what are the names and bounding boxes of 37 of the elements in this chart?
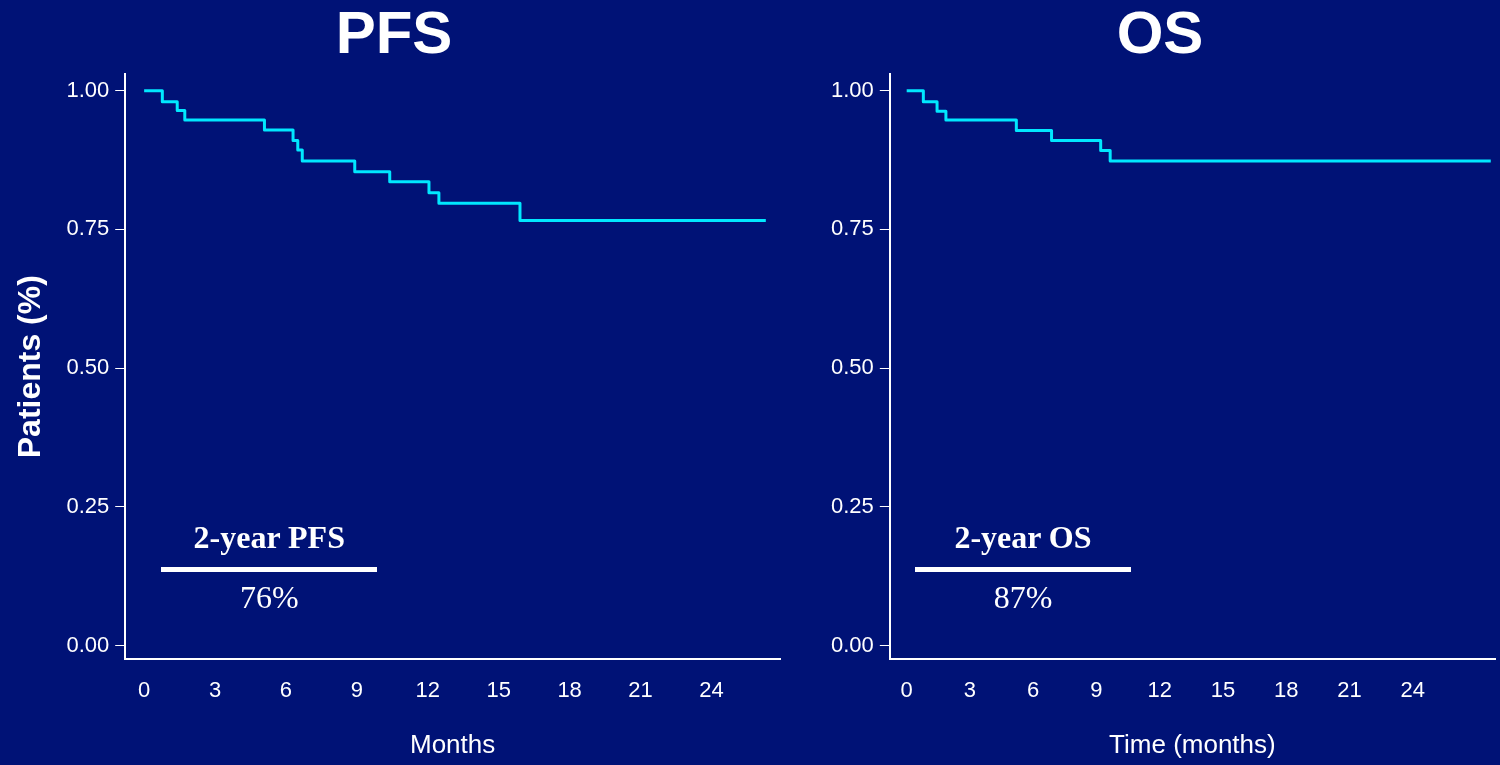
- y-axis-title: Patients (%): [11, 275, 48, 459]
- x-tick-label: 3: [963, 676, 977, 702]
- x-tick-label: 15: [1210, 676, 1236, 702]
- annotation: 2-year PFS: [193, 518, 345, 555]
- x-tick-label: 21: [1337, 676, 1362, 702]
- x-tick-label: 21: [628, 676, 653, 702]
- chart-title: PFS: [335, 0, 453, 66]
- x-tick-label: 6: [1027, 676, 1040, 702]
- chart-title: OS: [1116, 0, 1204, 66]
- x-tick-label: 12: [1147, 676, 1172, 702]
- x-tick-label: 6: [279, 676, 293, 702]
- x-tick-label: 9: [350, 676, 363, 702]
- annotation: 76%: [239, 578, 299, 615]
- x-tick-label: 9: [1090, 676, 1103, 702]
- x-tick-label: 0: [138, 676, 151, 702]
- x-tick-label: 15: [486, 676, 511, 702]
- x-axis-title: Time (months): [1109, 728, 1276, 759]
- annotation: 2-year OS: [954, 518, 1092, 555]
- y-tick-label: 0.00: [66, 631, 110, 657]
- x-tick-label: 3: [208, 676, 222, 702]
- x-tick-label: 24: [1400, 676, 1425, 702]
- y-tick-label: 0.75: [830, 215, 874, 241]
- y-tick-label: 0.00: [830, 631, 874, 657]
- x-tick-label: 18: [1274, 676, 1299, 702]
- y-tick-label: 0.75: [66, 215, 110, 241]
- y-tick-label: 0.25: [830, 492, 874, 518]
- y-tick-label: 1.00: [830, 76, 874, 102]
- x-tick-label: 24: [699, 676, 724, 702]
- x-tick-label: 0: [900, 676, 913, 702]
- y-tick-label: 1.00: [66, 76, 110, 102]
- x-tick-label: 18: [557, 676, 582, 702]
- y-tick-label: 0.50: [830, 354, 874, 380]
- x-tick-label: 12: [415, 676, 441, 702]
- y-tick-label: 0.50: [66, 354, 110, 380]
- x-axis-title: Months: [409, 728, 496, 759]
- y-tick-label: 0.25: [66, 492, 110, 518]
- annotation: 87%: [993, 578, 1053, 615]
